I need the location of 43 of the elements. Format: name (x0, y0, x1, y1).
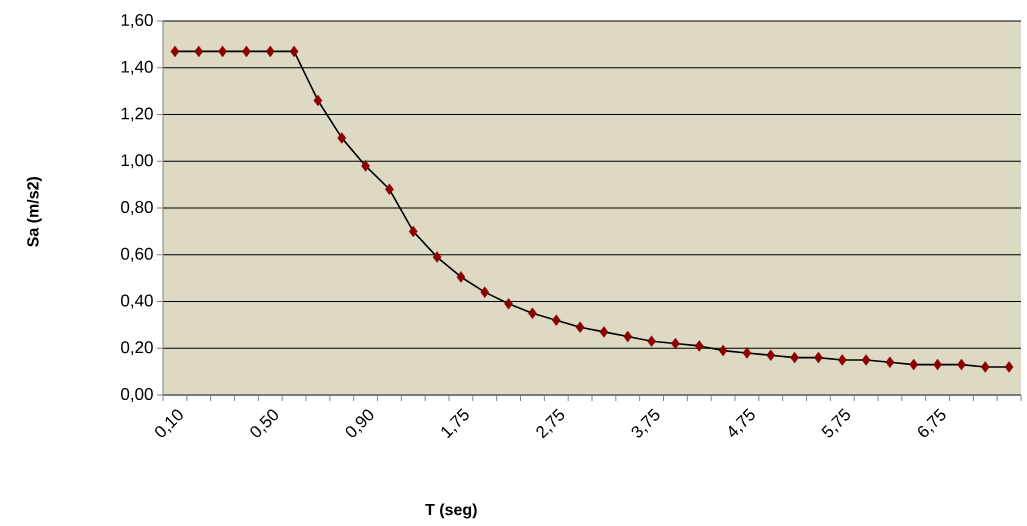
point (551, 314, 561, 326)
point (170, 45, 180, 58)
y-tick-label: 0,60 (121, 247, 153, 262)
point (861, 354, 871, 366)
point (432, 251, 442, 263)
point (504, 298, 513, 310)
point (766, 349, 776, 361)
point (1004, 361, 1014, 373)
y-tick-label: 1,40 (121, 60, 153, 75)
x-tick-label: 0,10 (155, 409, 183, 438)
point (647, 335, 656, 347)
point (337, 132, 347, 144)
y-tick-label: 0,80 (121, 200, 153, 216)
point (313, 94, 323, 107)
point (408, 225, 418, 238)
point (599, 326, 609, 338)
y-axis-title: Sa (m/s2) (26, 176, 42, 247)
point (361, 160, 370, 172)
point (742, 347, 752, 359)
point (480, 286, 490, 298)
y-tick-label: 0,40 (121, 294, 153, 309)
point (456, 271, 466, 283)
y-tick-label: 1,00 (121, 154, 153, 169)
y-tick-label: 0,00 (121, 387, 153, 403)
point (385, 183, 394, 195)
x-tick-label: 0,90 (345, 409, 374, 438)
x-tick-label: 0,50 (250, 409, 278, 438)
point (528, 307, 537, 319)
point (575, 321, 585, 333)
y-tick-label: 1,20 (121, 107, 153, 122)
y-tick-label: 0,20 (121, 341, 153, 356)
point (718, 344, 728, 357)
point (885, 356, 895, 368)
point (194, 45, 204, 58)
point (265, 45, 275, 58)
point (909, 358, 919, 371)
point (837, 354, 847, 366)
point (980, 361, 990, 373)
x-axis-title: T (seg) (425, 503, 477, 519)
y-tick-label: 1,60 (121, 13, 153, 29)
point (623, 330, 633, 343)
point (694, 340, 704, 352)
point (289, 45, 299, 58)
